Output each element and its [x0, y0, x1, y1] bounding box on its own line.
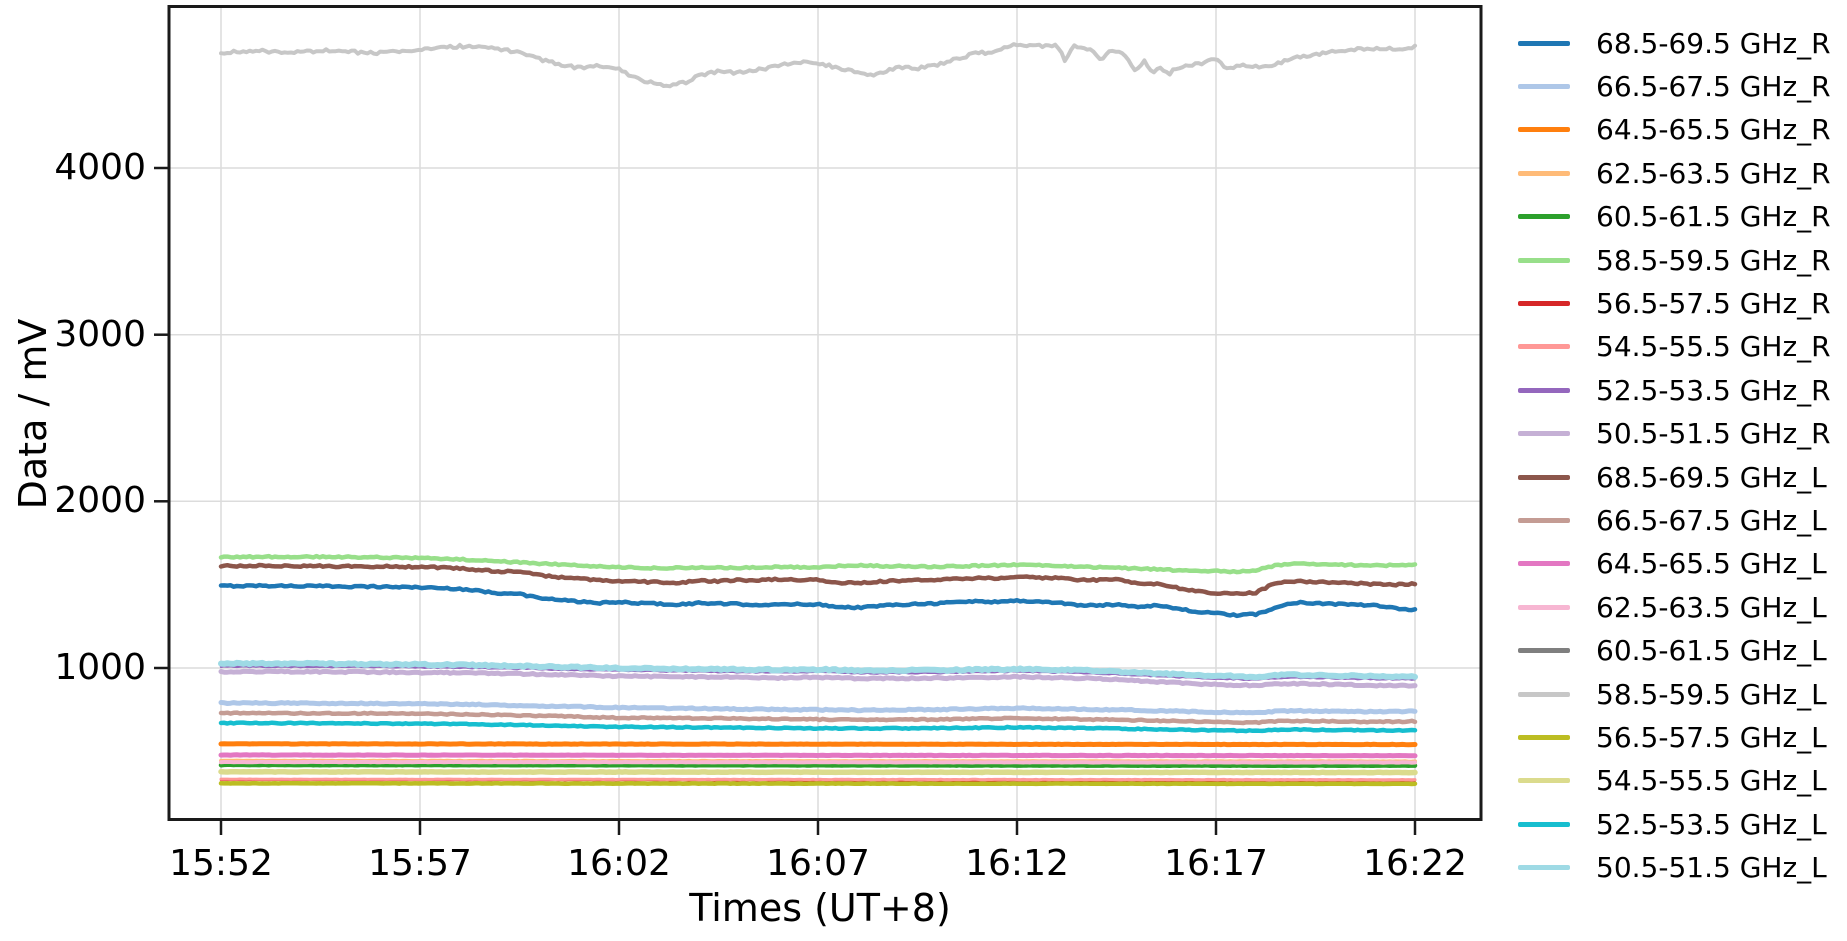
series-line: [219, 777, 1417, 782]
series-line: [218, 720, 1418, 734]
series-line: [218, 768, 1418, 776]
y-tick-label: 4000: [54, 147, 146, 188]
legend-label: 64.5-65.5 GHz_L: [1596, 547, 1827, 581]
series-line: [219, 759, 1417, 765]
legend-label: 52.5-53.5 GHz_R: [1596, 373, 1831, 407]
legend-item: 58.5-59.5 GHz_L: [1518, 672, 1827, 716]
legend-swatch: [1518, 691, 1570, 697]
legend-label: 62.5-63.5 GHz_L: [1596, 590, 1827, 624]
legend-label: 66.5-67.5 GHz_R: [1596, 69, 1831, 103]
legend-swatch: [1518, 387, 1570, 393]
x-tick-label: 16:17: [1164, 843, 1268, 884]
legend-swatch: [1518, 604, 1570, 610]
legend-item: 66.5-67.5 GHz_L: [1518, 498, 1827, 542]
x-tick-label: 15:52: [169, 843, 273, 884]
legend-item: 68.5-69.5 GHz_L: [1518, 455, 1827, 499]
x-tick-label: 16:12: [965, 843, 1069, 884]
legend-item: 50.5-51.5 GHz_R: [1518, 412, 1831, 456]
legend-swatch: [1518, 778, 1570, 784]
legend-item: 52.5-53.5 GHz_L: [1518, 802, 1827, 846]
legend-label: 68.5-69.5 GHz_L: [1596, 460, 1827, 494]
series-line: [218, 780, 1418, 787]
legend-label: 58.5-59.5 GHz_L: [1596, 677, 1827, 711]
legend-swatch: [1518, 821, 1570, 827]
series-line: [219, 42, 1417, 89]
legend-item: 64.5-65.5 GHz_R: [1518, 108, 1831, 152]
legend-item: 66.5-67.5 GHz_R: [1518, 64, 1831, 108]
legend-label: 56.5-57.5 GHz_L: [1596, 720, 1827, 754]
legend-label: 50.5-51.5 GHz_L: [1596, 851, 1827, 885]
series-line: [218, 582, 1418, 619]
series-line: [218, 659, 1418, 681]
legend-swatch: [1518, 83, 1570, 89]
legend-item: 68.5-69.5 GHz_R: [1518, 21, 1831, 65]
legend-item: 50.5-51.5 GHz_L: [1518, 846, 1827, 890]
legend-swatch: [1518, 474, 1570, 480]
legend-label: 68.5-69.5 GHz_R: [1596, 26, 1831, 60]
legend-item: 54.5-55.5 GHz_L: [1518, 759, 1827, 803]
y-tick-label: 1000: [54, 647, 146, 688]
legend-swatch: [1518, 561, 1570, 567]
legend-swatch: [1518, 214, 1570, 220]
legend-swatch: [1518, 40, 1570, 46]
x-axis-label: Times (UT+8): [689, 886, 951, 930]
y-axis-label: Data / mV: [11, 318, 55, 510]
series-line: [218, 700, 1418, 716]
series-line: [218, 562, 1418, 597]
plot-spine: [167, 5, 1483, 821]
legend-swatch: [1518, 300, 1570, 306]
legend-item: 62.5-63.5 GHz_L: [1518, 585, 1827, 629]
series-line: [218, 752, 1418, 759]
legend-label: 52.5-53.5 GHz_L: [1596, 807, 1827, 841]
x-tick-label: 16:07: [766, 843, 870, 884]
legend-item: 64.5-65.5 GHz_L: [1518, 542, 1827, 586]
legend-swatch: [1518, 127, 1570, 133]
legend-swatch: [1518, 734, 1570, 740]
series-line: [218, 710, 1418, 726]
legend-label: 50.5-51.5 GHz_R: [1596, 417, 1831, 451]
series-line: [218, 762, 1418, 769]
legend-item: 58.5-59.5 GHz_R: [1518, 238, 1831, 282]
legend-label: 54.5-55.5 GHz_R: [1596, 330, 1831, 364]
legend-swatch: [1518, 517, 1570, 523]
legend-label: 58.5-59.5 GHz_R: [1596, 243, 1831, 277]
legend-swatch: [1518, 344, 1570, 350]
legend-label: 56.5-57.5 GHz_R: [1596, 286, 1831, 320]
legend-item: 54.5-55.5 GHz_R: [1518, 325, 1831, 369]
x-tick-label: 15:57: [368, 843, 472, 884]
legend-swatch: [1518, 648, 1570, 654]
legend-swatch: [1518, 865, 1570, 871]
legend-label: 60.5-61.5 GHz_R: [1596, 200, 1831, 234]
legend-item: 60.5-61.5 GHz_L: [1518, 629, 1827, 673]
legend-label: 60.5-61.5 GHz_L: [1596, 634, 1827, 668]
legend-swatch: [1518, 431, 1570, 437]
y-tick-label: 3000: [54, 313, 146, 355]
legend-item: 52.5-53.5 GHz_R: [1518, 368, 1831, 412]
legend-item: 56.5-57.5 GHz_R: [1518, 281, 1831, 325]
legend-item: 62.5-63.5 GHz_R: [1518, 151, 1831, 195]
legend-label: 62.5-63.5 GHz_R: [1596, 156, 1831, 190]
y-tick-label: 2000: [54, 480, 146, 522]
legend-swatch: [1518, 257, 1570, 263]
legend-item: 56.5-57.5 GHz_L: [1518, 715, 1827, 759]
legend-label: 54.5-55.5 GHz_L: [1596, 764, 1827, 798]
x-tick-label: 16:02: [567, 843, 671, 884]
legend-label: 64.5-65.5 GHz_R: [1596, 113, 1831, 147]
series-line: [218, 741, 1418, 748]
legend-label: 66.5-67.5 GHz_L: [1596, 503, 1827, 537]
legend-swatch: [1518, 170, 1570, 176]
x-tick-label: 16:22: [1363, 843, 1467, 884]
legend-item: 60.5-61.5 GHz_R: [1518, 195, 1831, 239]
series-line: [218, 668, 1418, 689]
series-line: [218, 553, 1418, 575]
